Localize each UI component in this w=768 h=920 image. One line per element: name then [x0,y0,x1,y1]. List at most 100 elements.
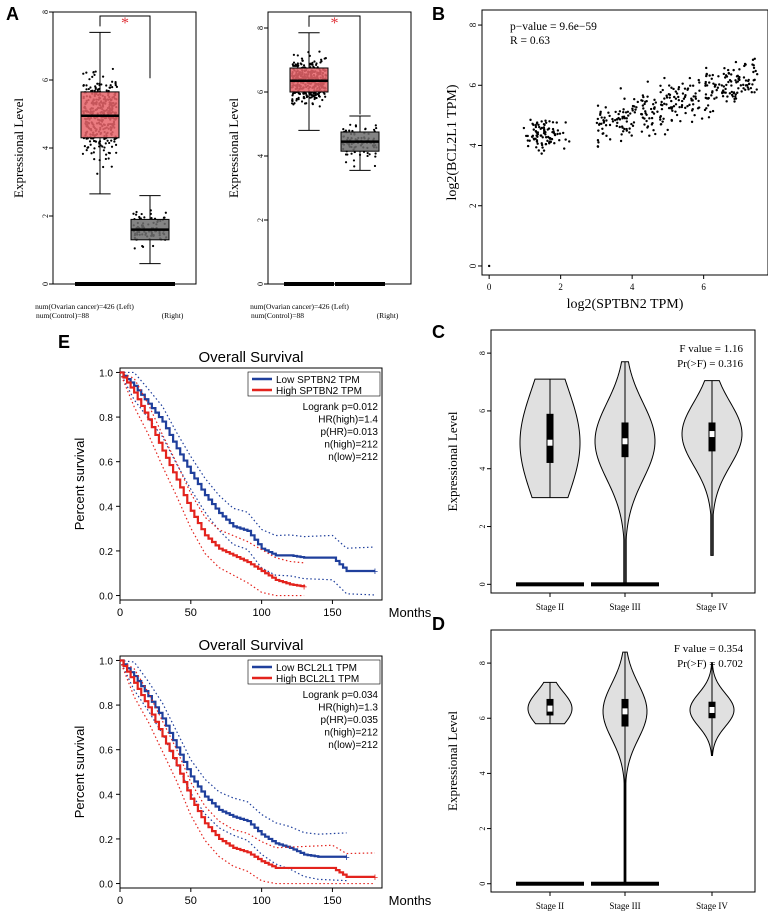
data-point [318,50,321,53]
data-point [83,145,86,148]
data-point [749,86,753,90]
data-point [536,142,539,145]
plot-frame [481,9,768,276]
violin-median [547,705,553,712]
data-point [681,92,685,95]
data-point [605,134,608,138]
data-point [135,210,138,214]
data-point [114,82,117,85]
data-point [627,114,630,117]
data-point [597,129,600,132]
data-point [291,94,294,97]
data-point [374,152,377,155]
data-point [596,117,600,121]
x-axis-label: log2(SPTBN2 TPM) [567,297,684,312]
data-point [747,82,751,86]
data-point [291,99,294,103]
data-point [106,139,109,142]
data-point [681,82,684,85]
y-axis-label: log2(BCL2L1 TPM) [445,84,460,200]
data-point [621,115,624,119]
data-point [622,108,625,111]
data-point [742,87,745,90]
confidence-lower [119,372,305,597]
data-point [366,151,369,155]
data-point [85,149,88,152]
data-point [300,63,303,66]
y-tick-label: 2 [478,827,487,831]
y-tick-label: 1.0 [99,368,113,379]
data-point [551,121,555,124]
data-point [697,99,700,103]
y-tick-label: 2 [468,203,478,208]
stats-line: n(high)=212 [324,728,378,739]
data-point [556,132,559,136]
y-tick-label: 0 [256,282,265,286]
y-axis-label: Expressional Level [11,98,26,198]
data-point [595,121,599,125]
data-point [93,73,96,76]
data-point [648,117,651,120]
data-point [88,140,92,143]
data-point [615,124,618,128]
data-point [672,105,676,108]
confidence-upper [119,659,347,835]
data-point [324,57,327,60]
data-point [646,125,650,128]
data-point [613,118,617,122]
data-point [603,116,606,119]
data-point [753,57,756,61]
data-point [548,141,551,144]
data-point [630,122,633,126]
footnote-line2: num(Control)=88 [36,311,89,320]
data-point [342,128,345,131]
data-point [631,107,634,110]
survival-chart-e2: Overall Survival 0 50 100 150 Months 0.0 0.2 0.4… [72,637,432,908]
data-point [674,97,678,100]
data-point [737,87,740,90]
data-point [635,106,638,109]
y-tick-label: 6 [256,90,265,94]
panel-label-c: C [432,322,445,342]
data-point [141,245,145,248]
pr-annotation: Pr(>F) = 0.316 [677,358,743,370]
y-tick-label: 2 [41,214,50,218]
data-point [89,86,92,89]
data-point [602,118,605,122]
data-point [82,72,85,75]
data-point [650,116,654,120]
data-point [535,140,539,143]
data-point [89,143,92,146]
data-point [534,130,538,133]
data-point [684,106,687,110]
data-point [667,84,671,87]
data-point [625,117,628,120]
data-point [608,123,612,127]
data-point [596,145,600,148]
data-point [294,63,297,66]
data-point [105,84,108,87]
data-point [344,153,348,156]
data-point [660,100,663,104]
data-point [297,98,300,101]
stats-line: Logrank p=0.034 [303,690,379,701]
data-point [555,121,558,124]
y-tick-label: 6 [478,409,487,413]
data-point [707,116,711,119]
data-point [663,102,666,105]
data-point [297,92,300,95]
data-point [659,123,663,126]
data-point [526,144,530,148]
zero-samples [284,282,334,286]
data-point [659,118,662,121]
survival-line [120,371,306,588]
data-point [710,77,713,80]
data-point [645,119,648,123]
y-tick-label: 0.8 [99,701,113,712]
data-point [611,117,614,121]
data-point [596,139,600,142]
data-point [694,95,697,98]
data-point [366,154,369,158]
y-tick-label: 8 [478,661,487,665]
data-point [537,125,541,129]
